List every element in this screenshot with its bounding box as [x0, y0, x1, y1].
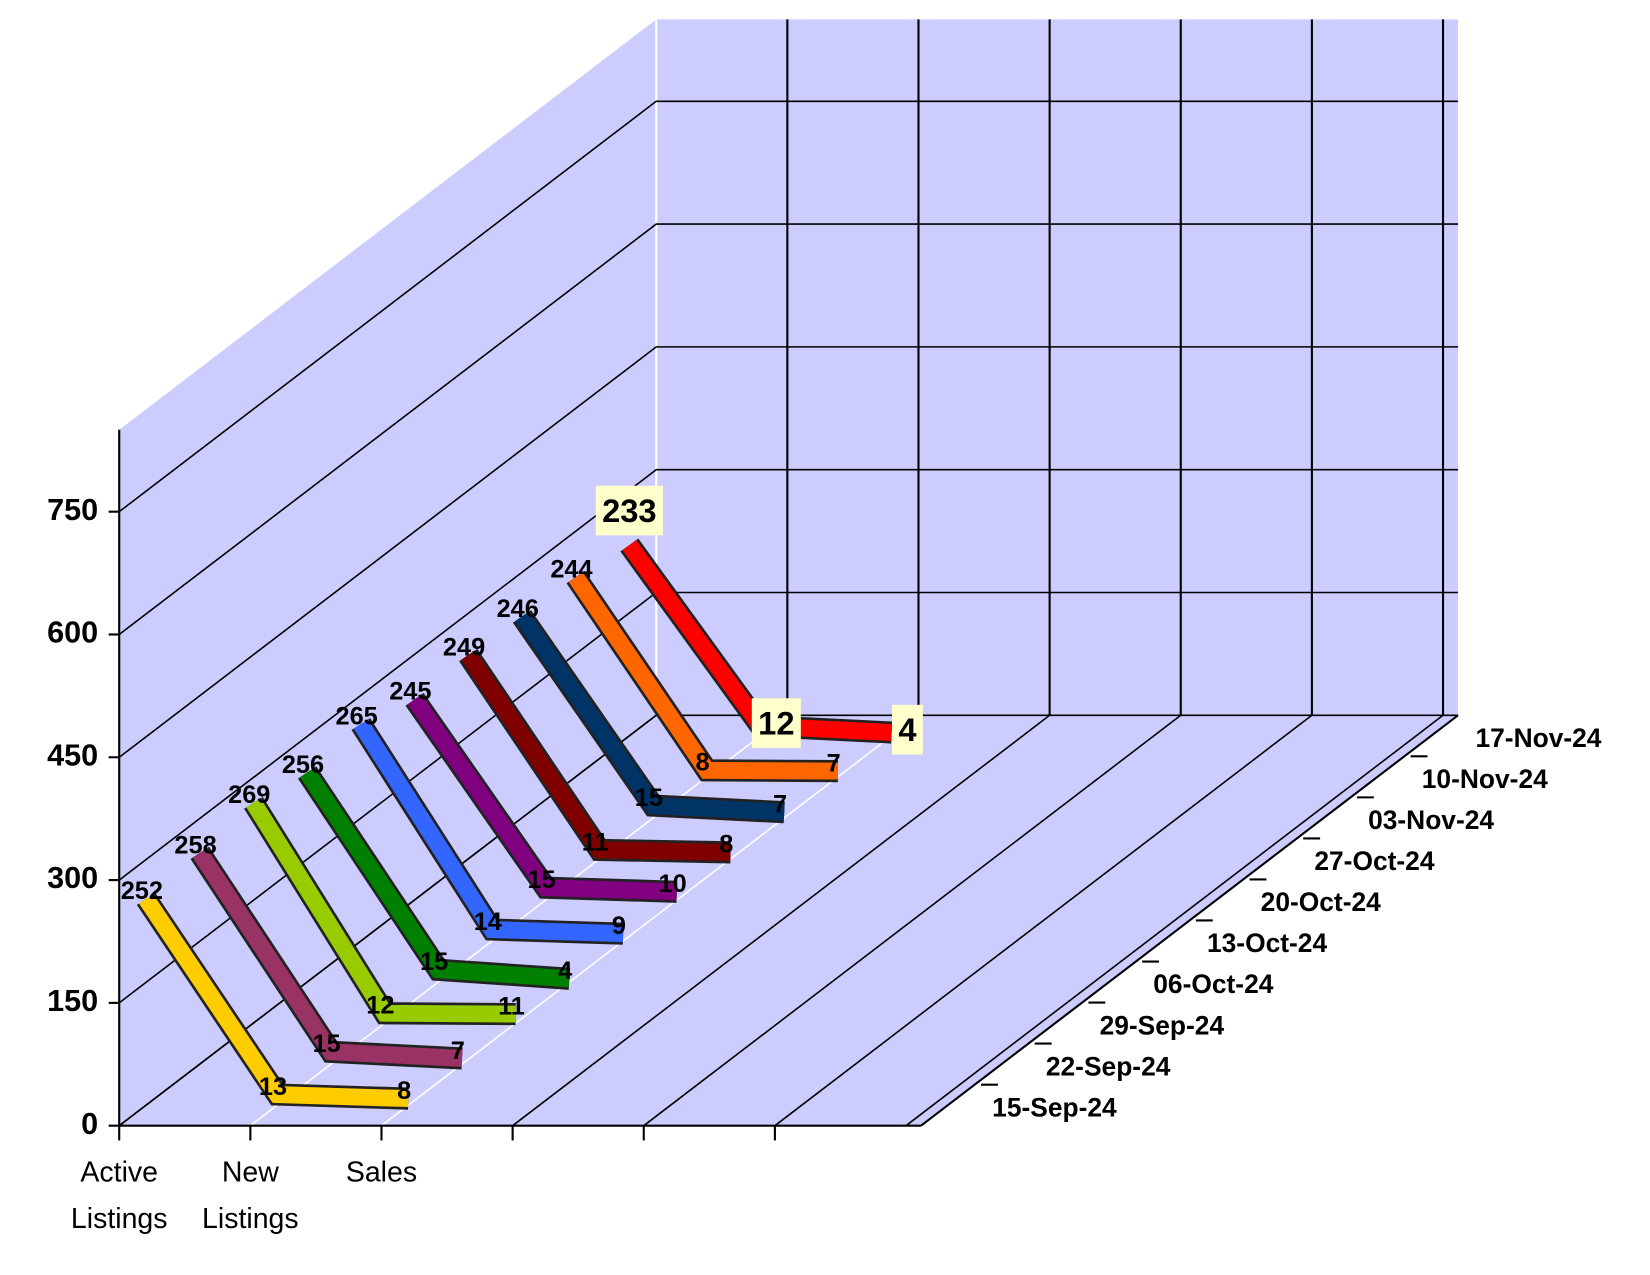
x-tick-label: Sales: [345, 1156, 418, 1188]
floor-line: [381, 714, 919, 1127]
x-label-box: New Listings: [202, 1156, 299, 1235]
y-tick-label: 450: [47, 738, 98, 772]
series-line: [192, 848, 463, 1067]
data-label-box: [751, 698, 801, 748]
depth-axis: [920, 714, 1459, 1127]
legend-label: 15-Sep-24: [992, 1092, 1117, 1122]
data-label: 249: [443, 633, 485, 661]
data-label: 15: [313, 1030, 341, 1058]
left-wall: [119, 19, 657, 1126]
data-label: 258: [174, 831, 216, 859]
series-line: [407, 694, 678, 901]
floor-line: [774, 714, 1313, 1127]
series-line: [353, 719, 624, 943]
legend-label: 06-Oct-24: [1153, 969, 1273, 999]
data-label: 10: [659, 870, 687, 898]
series-line: [246, 798, 516, 1023]
data-label: 7: [827, 749, 841, 777]
legend-label: 17-Nov-24: [1475, 723, 1601, 753]
data-label: 15: [420, 948, 448, 976]
data-label: 11: [498, 992, 525, 1020]
x-label-box: Sales: [345, 1156, 418, 1188]
data-label: 11: [582, 828, 609, 856]
x-label-box: Active Listings: [70, 1156, 168, 1235]
data-label: 12: [758, 705, 794, 742]
series-line: [461, 650, 731, 861]
legend-label: 10-Nov-24: [1422, 764, 1548, 794]
legend-label: 27-Oct-24: [1314, 846, 1434, 876]
series-line: [568, 572, 838, 780]
data-label: 233: [602, 492, 657, 529]
y-tick-label: 150: [47, 984, 98, 1018]
data-label-box: [892, 704, 923, 755]
data-label: 7: [451, 1037, 465, 1065]
data-label: 252: [121, 877, 163, 905]
floor-line: [643, 714, 1182, 1127]
data-label: 12: [366, 992, 394, 1020]
y-tick-label: 600: [47, 616, 98, 650]
data-label: 265: [336, 702, 378, 730]
data-label: 9: [612, 912, 626, 940]
plot: 0 150 300 450 600 750 Active Listings New Listi…: [47, 19, 1602, 1235]
floor-line: [905, 714, 1444, 1127]
data-label: 14: [474, 908, 502, 936]
x-tick-label: Active Listings: [70, 1156, 168, 1235]
grid-line: [118, 100, 1459, 513]
data-label: 246: [497, 595, 539, 623]
legend-label: 20-Oct-24: [1261, 887, 1381, 917]
legend-label: 03-Nov-24: [1368, 805, 1494, 835]
data-label: 256: [282, 751, 324, 779]
data-label: 245: [389, 678, 431, 706]
data-label: 15: [527, 866, 555, 894]
data-label: 244: [550, 555, 592, 583]
data-label: 4: [558, 957, 572, 985]
data-label: 269: [228, 781, 270, 809]
data-label: 7: [773, 791, 787, 819]
data-label: 8: [397, 1077, 411, 1105]
floor-line: [512, 714, 1051, 1127]
series-line: [515, 611, 785, 821]
data-label: 15: [635, 784, 663, 812]
legend-label: 22-Sep-24: [1046, 1051, 1171, 1081]
grid-line: [118, 468, 1459, 881]
data-label: 4: [898, 711, 916, 748]
x-tick-label: New Listings: [202, 1156, 299, 1235]
data-label-box: [595, 485, 663, 536]
y-tick-label: 300: [47, 861, 98, 895]
y-tick-label: 0: [81, 1107, 98, 1141]
data-label: 8: [696, 749, 710, 777]
legend-label: 29-Sep-24: [1100, 1010, 1225, 1040]
grid-line: [118, 223, 1459, 636]
legend-label: 13-Oct-24: [1207, 928, 1327, 958]
grid-line: [118, 346, 1459, 758]
series-line: [139, 894, 409, 1108]
y-tick-label: 750: [47, 493, 98, 527]
series-line: [300, 767, 571, 988]
back-wall: [656, 19, 1459, 716]
data-label: 13: [259, 1073, 287, 1101]
data-label: 8: [719, 831, 733, 859]
